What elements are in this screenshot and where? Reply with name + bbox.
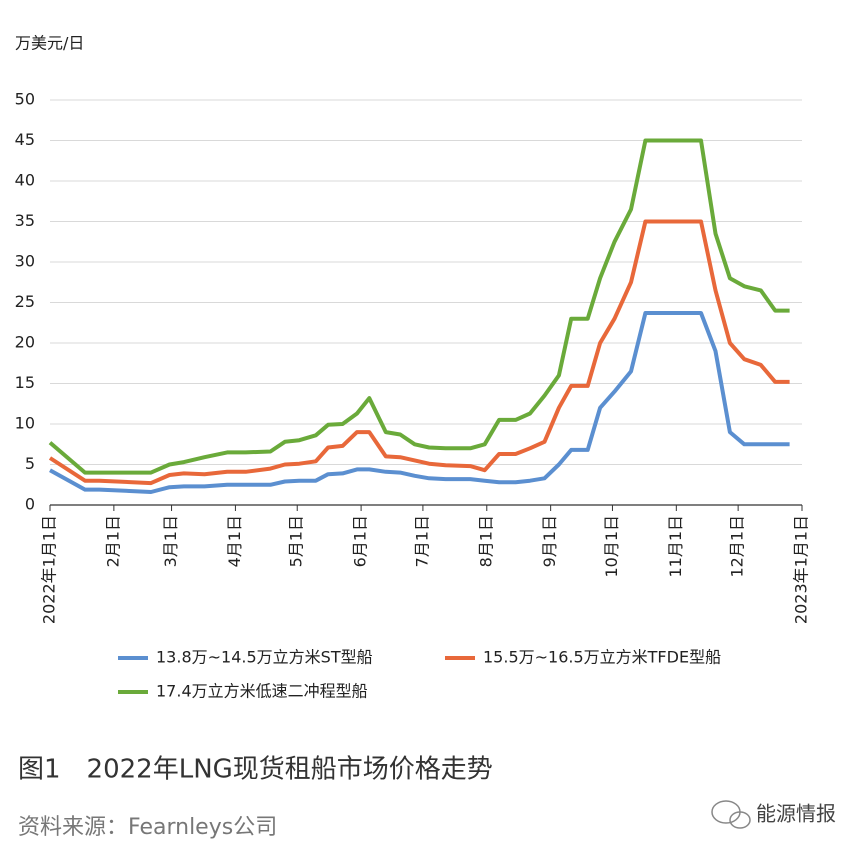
series-line: [48, 138, 790, 475]
y-unit: 万美元/日: [15, 34, 84, 53]
y-tick-label: 35: [15, 211, 35, 230]
x-tick-label: 11月1日: [666, 515, 685, 578]
x-tick-label: 12月1日: [728, 515, 747, 578]
y-tick-label: 45: [15, 130, 35, 149]
x-tick-label: 2023年1月1日: [792, 515, 811, 624]
x-tick-label: 6月1日: [351, 515, 370, 567]
caption: 图1 2022年LNG现货租船市场价格走势: [18, 755, 493, 785]
y-tick-label: 0: [25, 495, 35, 514]
y-tick-label: 50: [15, 90, 35, 109]
y-tick-label: 25: [15, 292, 35, 311]
y-tick-label: 40: [15, 171, 35, 190]
y-tick-label: 10: [15, 414, 35, 433]
watermark-icon: [711, 800, 751, 829]
x-tick-label: 4月1日: [225, 515, 244, 567]
legend-label: 17.4万立方米低速二冲程型船: [156, 682, 368, 701]
y-tick-label: 30: [15, 252, 35, 271]
watermark: 能源情报: [756, 802, 836, 826]
legend-label: 13.8万~14.5万立方米ST型船: [156, 648, 373, 667]
x-tick-label: 8月1日: [476, 515, 495, 567]
x-tick-label: 2月1日: [103, 515, 122, 567]
x-tick-label: 3月1日: [161, 515, 180, 567]
x-tick-label: 9月1日: [540, 515, 559, 567]
y-tick-label: 5: [25, 454, 35, 473]
y-tick-label: 15: [15, 373, 35, 392]
y-tick-label: 20: [15, 333, 35, 352]
x-tick-label: 2022年1月1日: [40, 515, 59, 624]
x-tick-label: 5月1日: [287, 515, 306, 567]
x-tick-label: 7月1日: [412, 515, 431, 567]
series-line: [49, 311, 790, 494]
series-line: [48, 219, 790, 486]
legend-label: 15.5万~16.5万立方米TFDE型船: [483, 648, 721, 667]
x-tick-label: 10月1日: [602, 515, 621, 578]
source: 资料来源：Fearnleys公司: [18, 815, 277, 840]
